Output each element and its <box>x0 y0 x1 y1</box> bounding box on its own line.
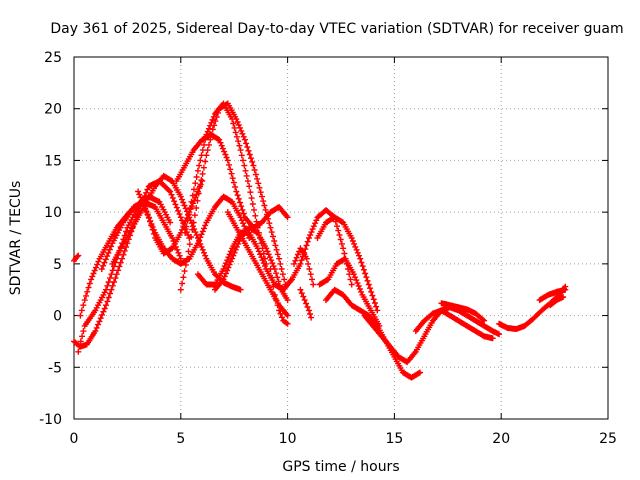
series-arc-j <box>182 100 270 267</box>
y-tick-label: 0 <box>53 309 62 325</box>
x-axis-label: GPS time / hours <box>282 459 399 475</box>
y-tick-label: -5 <box>48 360 62 376</box>
y-tick-label: 5 <box>53 257 62 273</box>
marker-points <box>438 300 488 324</box>
y-tick-label: 25 <box>44 50 62 66</box>
y-tick-label: -10 <box>39 412 62 428</box>
marker-points <box>547 294 567 309</box>
marker-points <box>316 255 383 329</box>
marker-points <box>291 245 317 288</box>
plot-frame <box>73 56 609 420</box>
marker-points <box>267 266 291 327</box>
series-arc-y <box>536 286 569 304</box>
marker-points <box>314 214 381 314</box>
x-tick-label: 5 <box>176 431 185 447</box>
series-arc-h <box>173 131 291 231</box>
marker-points <box>109 172 244 293</box>
series-arc-p <box>291 245 317 288</box>
marker-points <box>182 100 270 267</box>
x-tick-label: 25 <box>599 431 617 447</box>
series-arc-r <box>314 214 381 314</box>
y-tick-label: 20 <box>44 102 62 118</box>
marker-points <box>412 307 496 342</box>
marker-points <box>173 131 291 231</box>
x-tick-label: 20 <box>492 431 510 447</box>
x-tick-label: 0 <box>70 431 79 447</box>
series-arc-n <box>267 266 291 327</box>
series-arc-e <box>109 172 244 293</box>
x-tick-label: 15 <box>385 431 403 447</box>
y-axis-label: SDTVAR / TECUs <box>8 181 24 296</box>
series-arc-w <box>438 300 488 324</box>
x-tick-label: 10 <box>279 431 297 447</box>
chart-title: Day 361 of 2025, Sidereal Day-to-day VTE… <box>50 21 623 37</box>
data-points <box>71 100 569 381</box>
y-tick-label: 15 <box>44 153 62 169</box>
marker-points <box>71 252 82 264</box>
marker-points <box>536 286 569 304</box>
series-arc-a <box>71 252 82 264</box>
y-tick-label: 10 <box>44 205 62 221</box>
grid-lines <box>74 57 608 419</box>
series-arc-s <box>316 255 383 329</box>
series-arc-v <box>412 307 496 342</box>
axis-ticks: 0 5 10 15 20 25 -10 -5 0 5 10 15 20 25 <box>39 50 617 447</box>
series-arc-q <box>297 286 315 321</box>
marker-points <box>297 286 315 321</box>
series-arc-z <box>547 294 567 309</box>
